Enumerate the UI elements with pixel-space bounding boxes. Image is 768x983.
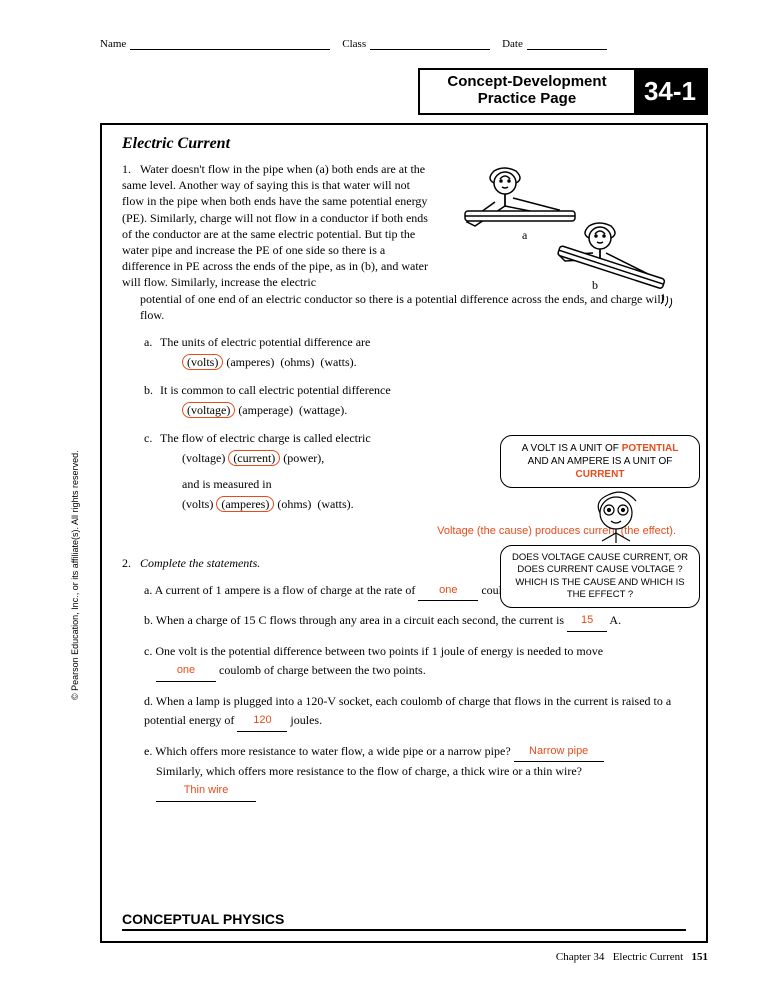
- q2c-blank[interactable]: one: [156, 661, 216, 682]
- q1c-options2: (volts) (amperes) (ohms) (watts).: [182, 495, 464, 513]
- q1c-opt-voltage: (voltage): [182, 451, 225, 465]
- q2b-letter: b.: [144, 613, 153, 627]
- q2a-blank[interactable]: one: [418, 581, 478, 602]
- header-fields: Name Class Date: [100, 38, 708, 50]
- q1b-options: (voltage) (amperage) (wattage).: [182, 401, 464, 419]
- q2e-blank1[interactable]: Narrow pipe: [514, 742, 604, 763]
- q1c-opt-power: (power),: [283, 451, 324, 465]
- speech1-t2: AND AN AMPERE IS A UNIT OF: [528, 456, 673, 467]
- q2e-answer1: Narrow pipe: [529, 745, 588, 757]
- q2c: c. One volt is the potential difference …: [144, 642, 686, 682]
- title-text: Concept-Development Practice Page: [420, 70, 634, 113]
- q1a-prompt: The units of electric potential differen…: [160, 335, 370, 349]
- q2d-answer: 120: [253, 714, 271, 726]
- page-footer: Chapter 34 Electric Current 151: [100, 951, 708, 963]
- q2b: b. When a charge of 15 C flows through a…: [144, 611, 686, 632]
- q2c-t1: One volt is the potential difference bet…: [155, 644, 603, 658]
- q2-prompt: Complete the statements.: [140, 556, 260, 570]
- speech-bubble-1: A VOLT IS A UNIT OF POTENTIAL AND AN AMP…: [500, 435, 700, 488]
- q1-body-narrow: Water doesn't flow in the pipe when (a) …: [122, 162, 428, 289]
- name-label: Name: [100, 38, 126, 50]
- q1b: b.It is common to call electric potentia…: [144, 381, 464, 419]
- footer-page: 151: [692, 951, 709, 963]
- q1a-opt-ohms: (ohms): [280, 355, 314, 369]
- date-label: Date: [502, 38, 523, 50]
- content-frame: Electric Current 1.Water doesn't flow in…: [100, 123, 708, 943]
- q1-number: 1.: [122, 161, 140, 177]
- q1a: a.The units of electric potential differ…: [144, 333, 464, 371]
- q1c-opt-ohms: (ohms): [277, 497, 311, 511]
- q2e-t1: Which offers more resistance to water fl…: [155, 744, 514, 758]
- class-blank[interactable]: [370, 38, 490, 50]
- q1c-prompt: The flow of electric charge is called el…: [160, 431, 371, 445]
- q2d-blank[interactable]: 120: [237, 711, 287, 732]
- q2a-t1: A current of 1 ampere is a flow of charg…: [155, 583, 419, 597]
- q2c-answer: one: [177, 664, 195, 676]
- class-label: Class: [342, 38, 366, 50]
- q2e-answer2: Thin wire: [184, 784, 229, 796]
- character-icon: [586, 485, 646, 545]
- q1c-opt-current: (current): [228, 450, 280, 466]
- q1c-opt-volts: (volts): [182, 497, 213, 511]
- illus-label-b: b: [592, 278, 598, 292]
- q1b-opt-voltage: (voltage): [182, 402, 235, 418]
- q2b-blank[interactable]: 15: [567, 611, 607, 632]
- q2b-t2: A.: [607, 613, 621, 627]
- date-blank[interactable]: [527, 38, 607, 50]
- q2d-t2: joules.: [287, 713, 322, 727]
- q1c: c.The flow of electric charge is called …: [144, 429, 464, 513]
- q1c-options1: (voltage) (current) (power),: [182, 449, 464, 467]
- q1b-opt-amperage: (amperage): [238, 403, 293, 417]
- q2d-t1: When a lamp is plugged into a 120-V sock…: [144, 694, 671, 727]
- title-number: 34-1: [634, 70, 706, 113]
- q2b-t1: When a charge of 15 C flows through any …: [156, 613, 567, 627]
- speech-bubble-2: DOES VOLTAGE CAUSE CURRENT, OR DOES CURR…: [500, 545, 700, 608]
- copyright-text: © Pearson Education, Inc., or its affili…: [70, 450, 80, 700]
- q2c-letter: c.: [144, 644, 152, 658]
- q2a-answer: one: [439, 584, 457, 596]
- question-1: 1.Water doesn't flow in the pipe when (a…: [122, 161, 686, 323]
- q2e: e. Which offers more resistance to water…: [144, 742, 686, 802]
- speech1-r2: CURRENT: [576, 469, 625, 480]
- footer-chapter: Chapter 34: [556, 951, 605, 963]
- illus-label-a: a: [522, 228, 528, 242]
- q1c-prompt2: and is measured in: [182, 475, 464, 493]
- name-blank[interactable]: [130, 38, 330, 50]
- q2e-t2: Similarly, which offers more resistance …: [156, 764, 582, 778]
- q2d: d. When a lamp is plugged into a 120-V s…: [144, 692, 686, 732]
- q2a-letter: a.: [144, 583, 152, 597]
- section-title: Electric Current: [122, 135, 686, 153]
- footer-title: Electric Current: [613, 951, 684, 963]
- q2d-letter: d.: [144, 694, 153, 708]
- pipe-illustration: a b: [450, 161, 680, 316]
- q2e-letter: e.: [144, 744, 152, 758]
- speech1-r1: POTENTIAL: [622, 443, 679, 454]
- title-line1: Concept-Development: [447, 73, 606, 90]
- q2e-blank2[interactable]: Thin wire: [156, 781, 256, 802]
- q1a-opt-volts: (volts): [182, 354, 223, 370]
- q1a-opt-amperes: (amperes): [226, 355, 274, 369]
- q2b-answer: 15: [581, 614, 593, 626]
- q1-text-narrow: 1.Water doesn't flow in the pipe when (a…: [122, 161, 432, 291]
- speech1-t1: A VOLT IS A UNIT OF: [522, 443, 622, 454]
- q1b-opt-wattage: (wattage).: [299, 403, 347, 417]
- q1c-letter: c.: [144, 429, 160, 447]
- q1b-letter: b.: [144, 381, 160, 399]
- bottom-bar: CONCEPTUAL PHYSICS: [122, 911, 686, 931]
- q1a-letter: a.: [144, 333, 160, 351]
- q2-number: 2.: [122, 556, 140, 571]
- title-box: Concept-Development Practice Page 34-1: [418, 68, 708, 115]
- q1c-opt-watts: (watts).: [317, 497, 353, 511]
- q1c-opt-amperes: (amperes): [216, 496, 274, 512]
- title-line2: Practice Page: [478, 90, 576, 107]
- q1a-options: (volts) (amperes) (ohms) (watts).: [182, 353, 464, 371]
- q2c-t2: coulomb of charge between the two points…: [216, 663, 426, 677]
- q1a-opt-watts: (watts).: [320, 355, 356, 369]
- q1b-prompt: It is common to call electric potential …: [160, 383, 391, 397]
